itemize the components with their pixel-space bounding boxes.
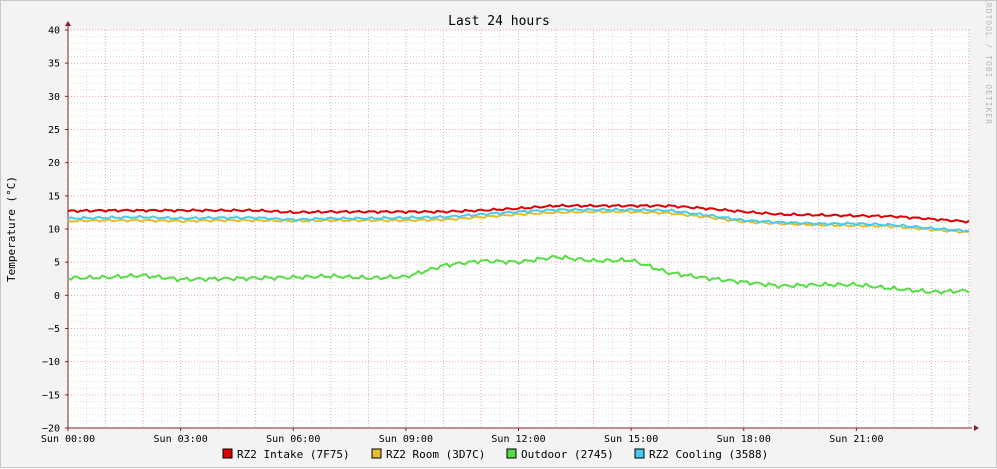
x-tick-label: Sun 09:00	[379, 434, 433, 445]
y-tick-label: 30	[48, 92, 60, 103]
y-axis-label: Temperature (°C)	[5, 176, 18, 282]
x-tick-label: Sun 21:00	[829, 434, 883, 445]
legend-label: RZ2 Cooling (3588)	[649, 448, 768, 461]
legend-swatch	[634, 448, 645, 459]
y-tick-label: 40	[48, 26, 60, 37]
legend-label: RZ2 Room (3D7C)	[386, 448, 485, 461]
chart-title: Last 24 hours	[448, 14, 550, 29]
x-tick-label: Sun 03:00	[154, 434, 208, 445]
y-axis-arrow	[65, 21, 71, 26]
x-tick-label: Sun 06:00	[266, 434, 320, 445]
series-line	[67, 254, 970, 295]
x-tick-labels: Sun 00:00 Sun 03:00 Sun 06:00 Sun 09:00 Sun …	[41, 434, 884, 445]
legend-swatch	[222, 448, 233, 459]
series-lines	[67, 203, 970, 295]
legend: RZ2 Intake (7F75) RZ2 Room (3D7C) Outdoor …	[222, 448, 768, 461]
legend-swatch	[506, 448, 517, 459]
legend-label: RZ2 Intake (7F75)	[237, 448, 350, 461]
y-tick-label: −15	[42, 390, 60, 401]
legend-swatch	[371, 448, 382, 459]
grid	[68, 29, 970, 429]
x-tick-label: Sun 12:00	[491, 434, 545, 445]
y-tick-label: −5	[48, 324, 60, 335]
x-tick-label: Sun 15:00	[604, 434, 658, 445]
x-axis-arrow	[974, 425, 979, 431]
y-tick-label: 5	[54, 258, 60, 269]
rrdtool-watermark: RRDTOOL / TOBI OETIKER	[984, 1, 993, 125]
series-line	[67, 209, 969, 234]
legend-label: Outdoor (2745)	[521, 448, 614, 461]
x-tick-label: Sun 00:00	[41, 434, 95, 445]
series-line	[67, 207, 970, 233]
x-tick-label: Sun 18:00	[717, 434, 771, 445]
y-tick-label: 0	[54, 291, 60, 302]
axes	[65, 21, 979, 431]
y-tick-label: 20	[48, 158, 60, 169]
y-tick-label: 35	[48, 59, 60, 70]
series-line	[67, 203, 970, 224]
y-tick-label: 25	[48, 125, 60, 136]
y-tick-label: −10	[42, 357, 60, 368]
y-tick-label: 15	[48, 191, 60, 202]
y-tick-label: 10	[48, 225, 60, 236]
y-tick-labels: 40 35 30 25 20 15 10 5 0 −5 −10 −15 −20	[42, 26, 60, 435]
y-tick-label: −20	[42, 424, 60, 435]
